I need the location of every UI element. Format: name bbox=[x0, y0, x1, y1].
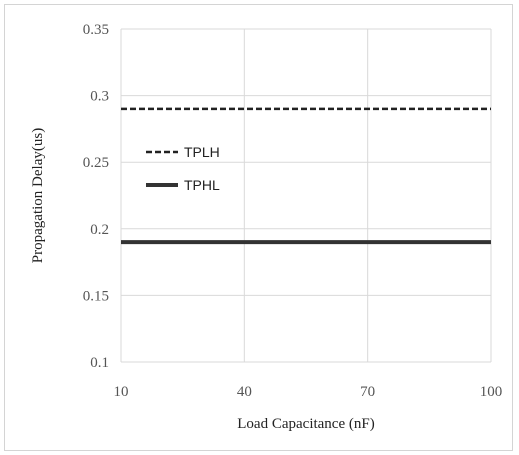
x-axis-title: Load Capacitance (nF) bbox=[237, 416, 374, 432]
grid-lines bbox=[120, 28, 492, 363]
legend: TPLH TPHL bbox=[146, 144, 220, 193]
x-axis-ticks: 10 40 70 100 bbox=[114, 384, 503, 400]
y-axis-title: Propagation Delay(us) bbox=[30, 128, 46, 263]
y-axis-ticks: 0.1 0.15 0.2 0.25 0.3 0.35 bbox=[83, 22, 109, 371]
y-tick-label: 0.2 bbox=[90, 222, 109, 238]
y-tick-label: 0.15 bbox=[83, 288, 109, 304]
legend-label-tphl: TPHL bbox=[184, 177, 220, 193]
x-tick-label: 40 bbox=[237, 384, 252, 400]
x-tick-label: 70 bbox=[360, 384, 375, 400]
legend-label-tplh: TPLH bbox=[184, 144, 220, 160]
chart-frame bbox=[4, 4, 513, 451]
series-lines bbox=[121, 107, 491, 245]
y-tick-label: 0.1 bbox=[90, 355, 109, 371]
x-tick-label: 10 bbox=[114, 384, 129, 400]
y-tick-label: 0.3 bbox=[90, 89, 109, 105]
y-tick-label: 0.35 bbox=[83, 22, 109, 38]
x-tick-label: 100 bbox=[480, 384, 503, 400]
y-tick-label: 0.25 bbox=[83, 155, 109, 171]
